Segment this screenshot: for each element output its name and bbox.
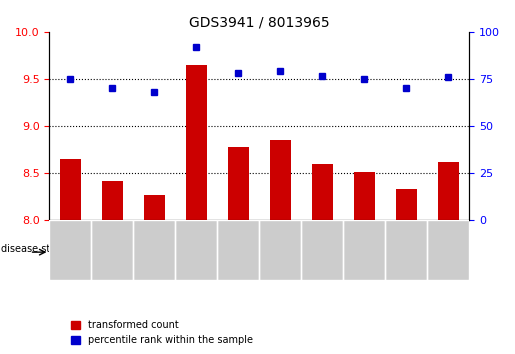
Bar: [91, 220, 133, 280]
Bar: [217, 220, 260, 280]
Bar: [228, 147, 249, 220]
Bar: [49, 220, 91, 280]
Legend: transformed count, percentile rank within the sample: transformed count, percentile rank withi…: [66, 316, 257, 349]
Bar: [49, 220, 91, 280]
Bar: [260, 220, 301, 280]
Bar: [260, 220, 301, 280]
Bar: [344, 220, 385, 280]
Bar: [175, 220, 217, 280]
Bar: [102, 181, 123, 220]
Bar: [354, 172, 375, 220]
Bar: [385, 220, 427, 280]
Bar: [344, 220, 385, 280]
Bar: [60, 159, 81, 220]
Bar: [175, 220, 217, 280]
Text: control: control: [324, 247, 363, 257]
Bar: [133, 220, 175, 280]
Bar: [301, 220, 344, 280]
Bar: [133, 220, 175, 280]
Text: disease state: disease state: [1, 244, 66, 253]
Bar: [427, 220, 469, 280]
Bar: [312, 164, 333, 220]
Bar: [217, 220, 260, 280]
Bar: [438, 162, 459, 220]
Bar: [186, 64, 207, 220]
Bar: [91, 220, 133, 280]
Text: vaginal dryness: vaginal dryness: [89, 247, 178, 257]
Bar: [396, 189, 417, 220]
Bar: [301, 220, 344, 280]
Bar: [144, 195, 165, 220]
Title: GDS3941 / 8013965: GDS3941 / 8013965: [189, 15, 330, 29]
Bar: [427, 220, 469, 280]
Bar: [270, 140, 291, 220]
Bar: [385, 220, 427, 280]
